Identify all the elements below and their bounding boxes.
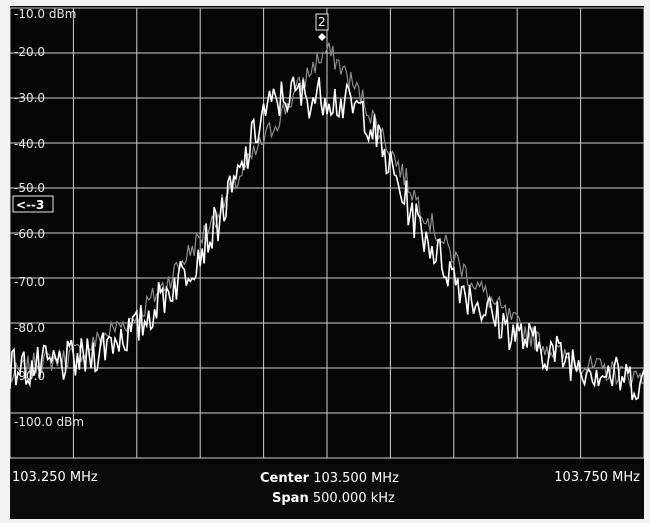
ref-level-label: -10.0 dBm bbox=[14, 7, 76, 21]
trace-marker-label: <--3 bbox=[16, 198, 44, 212]
y-label-m60: -60.0 bbox=[14, 227, 45, 241]
spectrum-display: -10.0 dBm -20.0 -30.0 -40.0 -50.0 -60.0 … bbox=[9, 6, 645, 464]
y-label-m30: -30.0 bbox=[14, 91, 45, 105]
stop-frequency: 103.750 MHz bbox=[554, 470, 640, 485]
y-label-m90: -90.0 bbox=[14, 369, 45, 383]
live-trace bbox=[9, 76, 645, 401]
marker-box[interactable] bbox=[315, 13, 329, 31]
spectrum-plot: -10.0 dBm -20.0 -30.0 -40.0 -50.0 -60.0 … bbox=[9, 7, 645, 459]
span-label: Span bbox=[272, 491, 309, 506]
y-label-m70: -70.0 bbox=[14, 275, 45, 289]
y-label-m100: -100.0 dBm bbox=[14, 415, 84, 429]
y-label-m20: -20.0 bbox=[14, 45, 45, 59]
y-label-m50: -50.0 bbox=[14, 181, 45, 195]
status-bar: 103.250 MHz Center 103.500 MHz Span 500.… bbox=[10, 464, 644, 519]
center-label: Center bbox=[260, 471, 310, 486]
start-frequency: 103.250 MHz bbox=[12, 470, 98, 485]
marker-diamond-icon bbox=[318, 33, 326, 41]
span: Span 500.000 kHz bbox=[272, 491, 395, 506]
y-label-m80: -80.0 bbox=[14, 321, 45, 335]
span-value: 500.000 kHz bbox=[312, 491, 395, 506]
center-value: 103.500 MHz bbox=[313, 471, 399, 486]
graticule bbox=[9, 7, 645, 459]
marker-label[interactable]: 2 bbox=[318, 15, 326, 29]
center-frequency: Center 103.500 MHz bbox=[260, 471, 399, 486]
trace-group bbox=[9, 42, 645, 401]
y-label-m40: -40.0 bbox=[14, 137, 45, 151]
max-hold-trace bbox=[9, 42, 645, 388]
trace-marker-box bbox=[12, 195, 54, 213]
